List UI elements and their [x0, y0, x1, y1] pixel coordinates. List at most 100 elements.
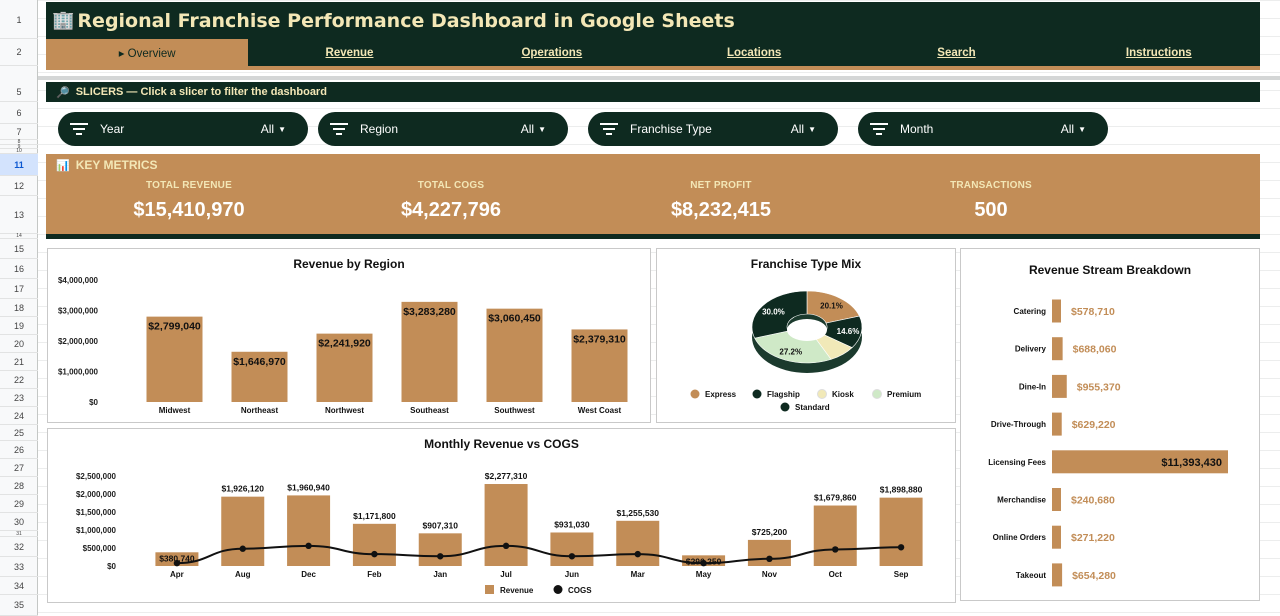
- row-header-31[interactable]: 31: [0, 531, 38, 537]
- row-header-32[interactable]: 32: [0, 537, 38, 557]
- row-header-8[interactable]: 8: [0, 140, 38, 145]
- nav-tabs: ▸ Overview Revenue Operations Locations …: [46, 39, 1260, 66]
- revenue-bar-feb[interactable]: [352, 523, 396, 566]
- row-header-15[interactable]: 15: [0, 239, 38, 259]
- row-header-16[interactable]: 16: [0, 259, 38, 279]
- cogs-point[interactable]: [700, 559, 707, 567]
- row-header-28[interactable]: 28: [0, 477, 38, 495]
- data-label: $654,280: [1072, 570, 1116, 582]
- revenue-bar-jan[interactable]: [418, 533, 462, 566]
- row-header-29[interactable]: 29: [0, 495, 38, 513]
- slicer-month[interactable]: Month All ▼: [858, 112, 1108, 146]
- chart-revenue-stream-breakdown[interactable]: Revenue Stream Breakdown Catering $578,71…: [960, 248, 1260, 601]
- tab-locations[interactable]: Locations: [726, 46, 782, 59]
- cogs-point[interactable]: [568, 553, 576, 560]
- row-header-30[interactable]: 30: [0, 513, 38, 531]
- bar-dine-in[interactable]: [1052, 374, 1067, 398]
- legend-swatch: [485, 585, 494, 594]
- row-header-7[interactable]: 7: [0, 124, 38, 140]
- tab-revenue[interactable]: Revenue: [325, 46, 374, 59]
- row-header-9[interactable]: 9: [0, 145, 38, 150]
- row-header-12[interactable]: 12: [0, 176, 38, 196]
- slicer-year[interactable]: Year All ▼: [58, 112, 308, 146]
- tab-instructions[interactable]: Instructions: [1125, 46, 1192, 59]
- cogs-point[interactable]: [239, 545, 246, 552]
- row-header-2[interactable]: 2: [0, 39, 38, 66]
- bar-merchandise[interactable]: [1052, 488, 1061, 511]
- cogs-point[interactable]: [371, 550, 378, 558]
- slice-express[interactable]: [806, 290, 860, 324]
- revenue-bar-jul[interactable]: [484, 484, 528, 566]
- bar-online-orders[interactable]: [1052, 525, 1061, 549]
- tab-search[interactable]: Search: [937, 46, 976, 59]
- row-header-27[interactable]: 27: [0, 459, 38, 477]
- filter-icon: [870, 123, 888, 135]
- frozen-rows-divider[interactable]: [38, 76, 1280, 80]
- x-tick-label: Dec: [301, 570, 316, 579]
- cogs-point[interactable]: [832, 546, 839, 553]
- chart-monthly-revenue-vs-cogs[interactable]: Monthly Revenue vs COGS $0 $500,000 $1,000…: [47, 428, 956, 603]
- key-metrics-title: 📊 KEY METRICS: [56, 158, 158, 172]
- cogs-point[interactable]: [502, 542, 510, 550]
- cogs-point[interactable]: [897, 544, 905, 551]
- row-header-20[interactable]: 20: [0, 335, 38, 353]
- revenue-bar-jun[interactable]: [550, 532, 594, 566]
- bar-catering[interactable]: [1052, 299, 1061, 323]
- slice-standard[interactable]: [751, 290, 808, 339]
- revenue-bar-dec[interactable]: [287, 495, 331, 566]
- row-header-11[interactable]: 11: [0, 154, 38, 176]
- row-header-13[interactable]: 13: [0, 196, 38, 234]
- tab-overview[interactable]: ▸ Overview: [46, 39, 249, 66]
- bar-midwest[interactable]: [146, 316, 203, 402]
- cogs-point[interactable]: [305, 542, 312, 550]
- data-label: $1,646,970: [233, 356, 286, 368]
- bar-southwest[interactable]: [486, 308, 543, 402]
- row-header-23[interactable]: 23: [0, 389, 38, 407]
- row-header-1[interactable]: 1: [0, 2, 38, 39]
- revenue-bar-aug[interactable]: [221, 496, 265, 566]
- row-header-24[interactable]: 24: [0, 407, 38, 425]
- slicer-value: All: [790, 122, 805, 136]
- data-label: $629,220: [1072, 419, 1116, 431]
- row-header-22[interactable]: 22: [0, 371, 38, 389]
- category-label: Dine-In: [1019, 382, 1046, 391]
- row-header-35[interactable]: 35: [0, 595, 38, 616]
- row-header-14[interactable]: 14: [0, 234, 38, 239]
- chart-revenue-by-region[interactable]: Revenue by Region $0 $1,000,000 $2,000,000…: [47, 248, 651, 423]
- row-header-26[interactable]: 26: [0, 441, 38, 459]
- bar-drive-through[interactable]: [1052, 412, 1062, 436]
- row-header-34[interactable]: 34: [0, 577, 38, 595]
- cogs-point[interactable]: [173, 559, 181, 567]
- row-header-6[interactable]: 6: [0, 102, 38, 124]
- bar-west-coast[interactable]: [571, 329, 628, 402]
- row-header-10[interactable]: 10: [0, 149, 38, 154]
- bar-northwest[interactable]: [316, 333, 373, 402]
- bar-southeast[interactable]: [401, 301, 458, 402]
- row-header-17[interactable]: 17: [0, 279, 38, 299]
- bar-delivery[interactable]: [1052, 337, 1063, 361]
- row-header-5[interactable]: 5: [0, 82, 38, 102]
- revenue-bar-nov[interactable]: [747, 539, 791, 566]
- bar-takeout[interactable]: [1052, 563, 1063, 587]
- revenue-bar-sep[interactable]: [879, 497, 923, 566]
- bar-northeast[interactable]: [231, 351, 288, 402]
- data-label: $1,960,940: [287, 482, 330, 492]
- bar-licensing-fees[interactable]: [1052, 450, 1228, 474]
- cogs-point[interactable]: [634, 550, 641, 558]
- row-header-21[interactable]: 21: [0, 353, 38, 371]
- y-tick-label: $1,000,000: [58, 368, 99, 377]
- legend-label: Express: [705, 390, 737, 399]
- slicer-franchise-type[interactable]: Franchise Type All ▼: [588, 112, 838, 146]
- row-header-25[interactable]: 25: [0, 425, 38, 441]
- cogs-point[interactable]: [437, 553, 444, 560]
- tab-operations[interactable]: Operations: [521, 46, 583, 59]
- revenue-bar-mar[interactable]: [616, 520, 660, 566]
- row-header-19[interactable]: 19: [0, 317, 38, 335]
- slicer-region[interactable]: Region All ▼: [318, 112, 568, 146]
- revenue-bar-oct[interactable]: [813, 505, 857, 566]
- chart-franchise-type-mix[interactable]: Franchise Type Mix 20.1% 14.6% 27.2% 30.0% E…: [656, 248, 956, 423]
- row-header-33[interactable]: 33: [0, 557, 38, 577]
- row-header-18[interactable]: 18: [0, 299, 38, 317]
- cogs-point[interactable]: [766, 555, 773, 562]
